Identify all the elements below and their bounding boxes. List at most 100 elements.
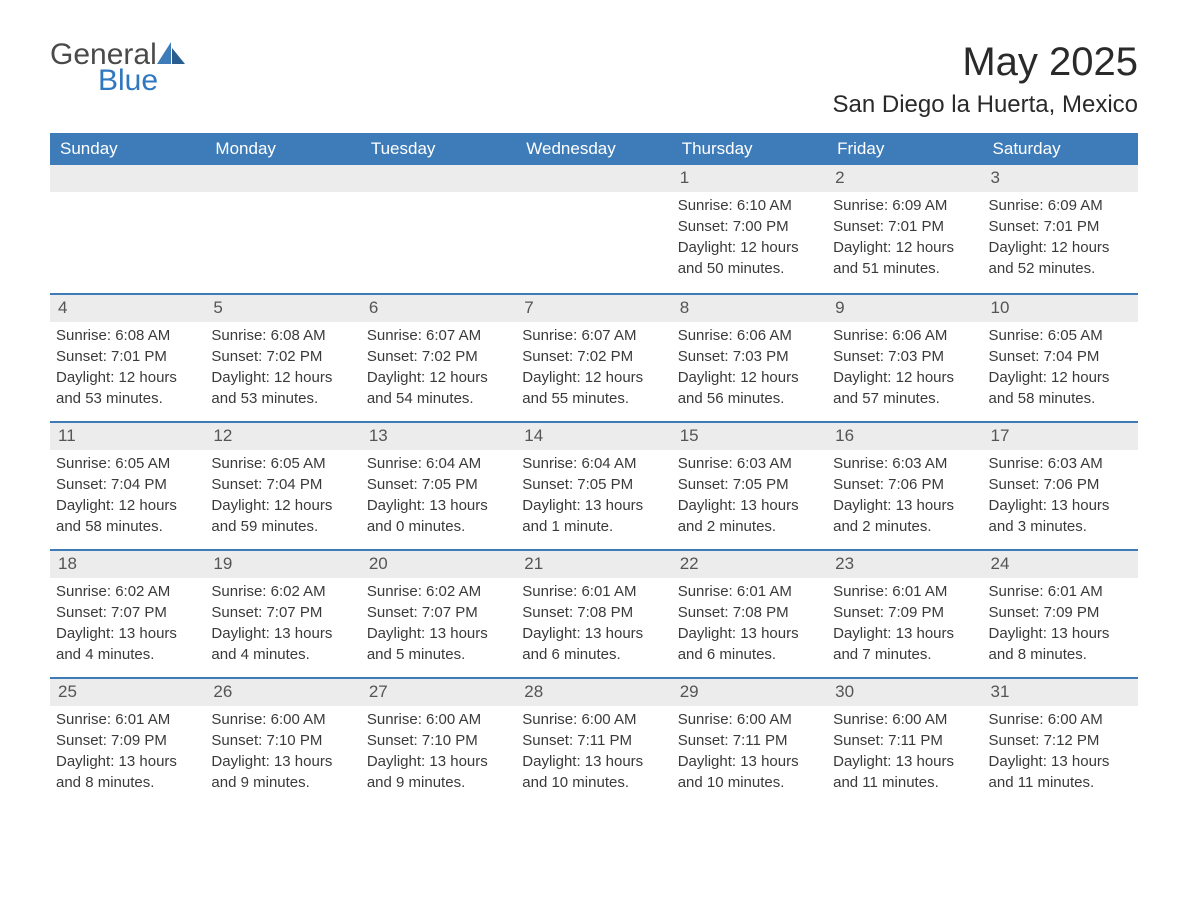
- daylight-text: Daylight: 12 hours and 50 minutes.: [678, 238, 821, 279]
- sunrise-text: Sunrise: 6:08 AM: [56, 326, 199, 346]
- day-cell: 20Sunrise: 6:02 AMSunset: 7:07 PMDayligh…: [361, 551, 516, 677]
- day-cell: 24Sunrise: 6:01 AMSunset: 7:09 PMDayligh…: [983, 551, 1138, 677]
- sunrise-text: Sunrise: 6:03 AM: [678, 454, 821, 474]
- sunrise-text: Sunrise: 6:09 AM: [989, 196, 1132, 216]
- day-number: 15: [672, 423, 827, 450]
- sunrise-text: Sunrise: 6:01 AM: [989, 582, 1132, 602]
- sunrise-text: Sunrise: 6:09 AM: [833, 196, 976, 216]
- day-number: 22: [672, 551, 827, 578]
- day-body: Sunrise: 6:01 AMSunset: 7:08 PMDaylight:…: [672, 582, 827, 676]
- day-number: 4: [50, 295, 205, 322]
- sunset-text: Sunset: 7:09 PM: [989, 603, 1132, 623]
- day-number: 10: [983, 295, 1138, 322]
- daylight-text: Daylight: 13 hours and 5 minutes.: [367, 624, 510, 665]
- day-header-thursday: Thursday: [672, 133, 827, 165]
- daylight-text: Daylight: 12 hours and 54 minutes.: [367, 368, 510, 409]
- day-number: 26: [205, 679, 360, 706]
- sunset-text: Sunset: 7:08 PM: [522, 603, 665, 623]
- day-body: Sunrise: 6:09 AMSunset: 7:01 PMDaylight:…: [827, 196, 982, 290]
- sunset-text: Sunset: 7:05 PM: [522, 475, 665, 495]
- day-body: Sunrise: 6:04 AMSunset: 7:05 PMDaylight:…: [516, 454, 671, 548]
- daylight-text: Daylight: 12 hours and 53 minutes.: [56, 368, 199, 409]
- day-body: Sunrise: 6:06 AMSunset: 7:03 PMDaylight:…: [672, 326, 827, 420]
- sunset-text: Sunset: 7:11 PM: [833, 731, 976, 751]
- sunrise-text: Sunrise: 6:00 AM: [678, 710, 821, 730]
- day-number: 1: [672, 165, 827, 192]
- day-cell: 15 Sunrise: 6:03 AMSunset: 7:05 PMDayligh…: [672, 423, 827, 549]
- sunset-text: Sunset: 7:04 PM: [989, 347, 1132, 367]
- sunset-text: Sunset: 7:06 PM: [989, 475, 1132, 495]
- day-cell: 10 Sunrise: 6:05 AMSunset: 7:04 PMDayligh…: [983, 295, 1138, 421]
- day-cell: 31Sunrise: 6:00 AMSunset: 7:12 PMDayligh…: [983, 679, 1138, 805]
- day-body: Sunrise: 6:07 AMSunset: 7:02 PMDaylight:…: [516, 326, 671, 420]
- day-header-friday: Friday: [827, 133, 982, 165]
- day-body: Sunrise: 6:00 AMSunset: 7:11 PMDaylight:…: [516, 710, 671, 804]
- logo-blue-text: Blue: [98, 66, 185, 96]
- sunset-text: Sunset: 7:04 PM: [56, 475, 199, 495]
- day-cell: 6Sunrise: 6:07 AMSunset: 7:02 PMDaylight…: [361, 295, 516, 421]
- day-number: [361, 165, 516, 192]
- daylight-text: Daylight: 13 hours and 6 minutes.: [522, 624, 665, 665]
- daylight-text: Daylight: 12 hours and 55 minutes.: [522, 368, 665, 409]
- daylight-text: Daylight: 13 hours and 4 minutes.: [56, 624, 199, 665]
- day-header-sunday: Sunday: [50, 133, 205, 165]
- sunrise-text: Sunrise: 6:07 AM: [367, 326, 510, 346]
- sunset-text: Sunset: 7:09 PM: [833, 603, 976, 623]
- day-header-monday: Monday: [205, 133, 360, 165]
- day-number: 2: [827, 165, 982, 192]
- day-cell: [205, 165, 360, 293]
- weeks-container: 1Sunrise: 6:10 AMSunset: 7:00 PMDaylight…: [50, 165, 1138, 805]
- day-cell: 7Sunrise: 6:07 AMSunset: 7:02 PMDaylight…: [516, 295, 671, 421]
- day-body: Sunrise: 6:03 AMSunset: 7:05 PMDaylight:…: [672, 454, 827, 548]
- day-number: [205, 165, 360, 192]
- sunrise-text: Sunrise: 6:03 AM: [989, 454, 1132, 474]
- daylight-text: Daylight: 13 hours and 10 minutes.: [678, 752, 821, 793]
- header: General Blue May 2025 San Diego la Huert…: [50, 40, 1138, 119]
- sunrise-text: Sunrise: 6:04 AM: [367, 454, 510, 474]
- daylight-text: Daylight: 13 hours and 11 minutes.: [989, 752, 1132, 793]
- day-number: 8: [672, 295, 827, 322]
- day-number: 9: [827, 295, 982, 322]
- day-body: Sunrise: 6:02 AMSunset: 7:07 PMDaylight:…: [205, 582, 360, 676]
- day-cell: 11Sunrise: 6:05 AMSunset: 7:04 PMDayligh…: [50, 423, 205, 549]
- day-body: Sunrise: 6:01 AMSunset: 7:08 PMDaylight:…: [516, 582, 671, 676]
- sunrise-text: Sunrise: 6:02 AM: [211, 582, 354, 602]
- sunset-text: Sunset: 7:07 PM: [56, 603, 199, 623]
- day-body: Sunrise: 6:04 AMSunset: 7:05 PMDaylight:…: [361, 454, 516, 548]
- daylight-text: Daylight: 13 hours and 6 minutes.: [678, 624, 821, 665]
- day-number: 25: [50, 679, 205, 706]
- day-body: Sunrise: 6:03 AMSunset: 7:06 PMDaylight:…: [983, 454, 1138, 548]
- sunset-text: Sunset: 7:06 PM: [833, 475, 976, 495]
- day-body: Sunrise: 6:00 AMSunset: 7:10 PMDaylight:…: [205, 710, 360, 804]
- day-cell: 25 Sunrise: 6:01 AMSunset: 7:09 PMDayligh…: [50, 679, 205, 805]
- day-cell: 23Sunrise: 6:01 AMSunset: 7:09 PMDayligh…: [827, 551, 982, 677]
- day-cell: 29Sunrise: 6:00 AMSunset: 7:11 PMDayligh…: [672, 679, 827, 805]
- sail-icon: [157, 42, 185, 64]
- sunset-text: Sunset: 7:11 PM: [678, 731, 821, 751]
- day-body: Sunrise: 6:01 AMSunset: 7:09 PMDaylight:…: [50, 710, 205, 804]
- sunset-text: Sunset: 7:07 PM: [211, 603, 354, 623]
- daylight-text: Daylight: 12 hours and 58 minutes.: [989, 368, 1132, 409]
- daylight-text: Daylight: 13 hours and 8 minutes.: [56, 752, 199, 793]
- day-number: 31: [983, 679, 1138, 706]
- logo: General Blue: [50, 40, 185, 96]
- sunset-text: Sunset: 7:01 PM: [56, 347, 199, 367]
- day-number: 14: [516, 423, 671, 450]
- sunrise-text: Sunrise: 6:03 AM: [833, 454, 976, 474]
- week-row: 1Sunrise: 6:10 AMSunset: 7:00 PMDaylight…: [50, 165, 1138, 293]
- day-cell: 18Sunrise: 6:02 AMSunset: 7:07 PMDayligh…: [50, 551, 205, 677]
- day-cell: 19Sunrise: 6:02 AMSunset: 7:07 PMDayligh…: [205, 551, 360, 677]
- logo-text-block: General Blue: [50, 40, 185, 96]
- sunrise-text: Sunrise: 6:00 AM: [522, 710, 665, 730]
- week-row: 25 Sunrise: 6:01 AMSunset: 7:09 PMDayligh…: [50, 677, 1138, 805]
- day-cell: 14 Sunrise: 6:04 AMSunset: 7:05 PMDayligh…: [516, 423, 671, 549]
- sunrise-text: Sunrise: 6:05 AM: [211, 454, 354, 474]
- sunset-text: Sunset: 7:01 PM: [989, 217, 1132, 237]
- sunset-text: Sunset: 7:12 PM: [989, 731, 1132, 751]
- day-cell: 5Sunrise: 6:08 AMSunset: 7:02 PMDaylight…: [205, 295, 360, 421]
- daylight-text: Daylight: 13 hours and 10 minutes.: [522, 752, 665, 793]
- day-body: Sunrise: 6:01 AMSunset: 7:09 PMDaylight:…: [827, 582, 982, 676]
- sunset-text: Sunset: 7:07 PM: [367, 603, 510, 623]
- day-body: Sunrise: 6:05 AMSunset: 7:04 PMDaylight:…: [983, 326, 1138, 420]
- day-number: 5: [205, 295, 360, 322]
